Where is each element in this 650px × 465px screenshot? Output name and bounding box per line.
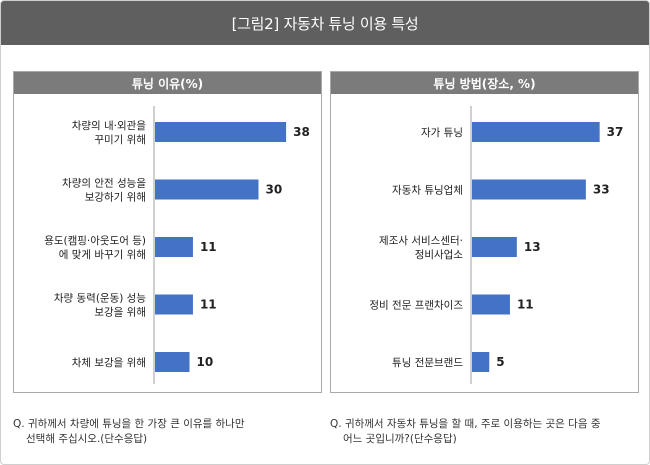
- category-label: 보강하기 위해: [85, 191, 146, 204]
- bar: [155, 237, 193, 257]
- data-label: 38: [293, 125, 310, 139]
- chart-methods: 37 자가 튜닝 33 자동차 튜닝업체 13 제조사 서비스센터·정비사업소 11 정비 전…: [369, 106, 624, 384]
- data-label: 30: [266, 183, 283, 197]
- category-label: 제조사 서비스센터·: [379, 235, 463, 247]
- data-label: 13: [524, 240, 541, 254]
- category-label: 자가 튜닝: [421, 127, 463, 139]
- category-label: 차량의 내·외관을: [72, 120, 147, 132]
- bar: [472, 122, 600, 142]
- data-label: 11: [517, 298, 534, 312]
- data-label: 10: [197, 355, 214, 369]
- figure-title: [그림2] 자동차 튜닝 이용 특성: [1, 1, 649, 45]
- chart-panel-methods: 튜닝 방법(장소, %) 37 자가 튜닝 33 자동차 튜닝업체 13 제조사 서비스센…: [330, 71, 639, 393]
- category-label: 용도(캠핑·아웃도어 등): [44, 235, 146, 247]
- chart-title-reasons: 튜닝 이유(%): [14, 72, 321, 94]
- category-label: 차량의 안전 성능을: [62, 178, 146, 190]
- bar: [155, 352, 190, 372]
- category-label: 차량 동력(운동) 성능: [54, 293, 146, 305]
- category-label: 튜닝 전문브랜드: [392, 357, 463, 369]
- bar: [472, 294, 510, 315]
- bar: [472, 237, 517, 257]
- bar: [472, 352, 490, 372]
- question-line-1: Q. 귀하께서 차량에 튜닝을 한 가장 큰 이유를 하나만: [13, 418, 245, 430]
- category-label: 보강을 위해: [94, 306, 146, 319]
- category-label: 차체 보강을 위해: [72, 356, 146, 369]
- bar: [155, 122, 287, 142]
- chart-panel-reasons: 튜닝 이유(%) 38 차량의 내·외관을 꾸미기 위해 30 차량의 안전 성능을 보강…: [13, 71, 322, 393]
- bar: [155, 179, 259, 200]
- category-label: 정비사업소: [415, 248, 464, 261]
- category-label: 자동차 튜닝업체: [392, 184, 463, 197]
- bar: [472, 179, 586, 200]
- data-label: 5: [496, 355, 504, 369]
- question-note-left: Q. 귀하께서 차량에 튜닝을 한 가장 큰 이유를 하나만 선택해 주십시오.…: [13, 417, 313, 447]
- data-label: 37: [607, 125, 624, 139]
- data-label: 11: [200, 298, 217, 312]
- data-label: 11: [200, 240, 217, 254]
- data-label: 33: [593, 183, 610, 197]
- category-label: 꾸미기 위해: [94, 133, 146, 146]
- question-line-2: 어느 곳입니까?(단수응답): [343, 433, 457, 445]
- chart-title-methods: 튜닝 방법(장소, %): [331, 72, 638, 94]
- question-line-1: Q. 귀하께서 자동차 튜닝을 할 때, 주로 이용하는 곳은 다음 중: [330, 418, 601, 430]
- category-label: 에 맞게 바꾸기 위해: [59, 248, 146, 261]
- question-note-right: Q. 귀하께서 자동차 튜닝을 할 때, 주로 이용하는 곳은 다음 중 어느 …: [330, 417, 640, 447]
- question-line-2: 선택해 주십시오.(단수응답): [26, 433, 148, 445]
- bar: [155, 294, 193, 315]
- category-label: 정비 전문 프랜차이즈: [369, 300, 463, 312]
